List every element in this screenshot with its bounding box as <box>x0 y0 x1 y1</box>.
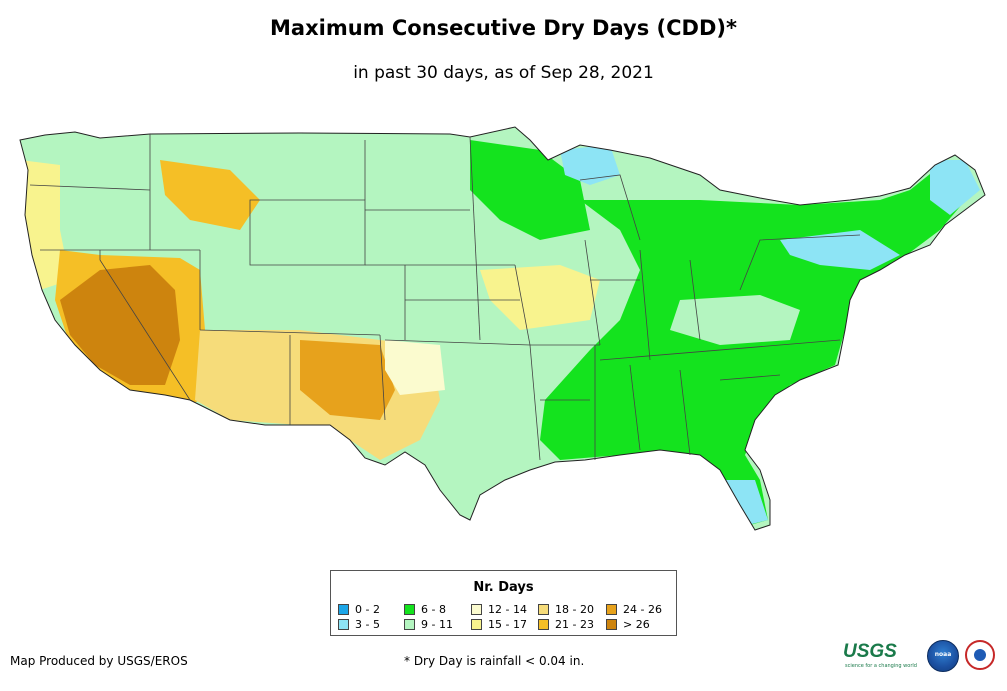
zone-florida <box>725 480 768 524</box>
nws-logo <box>965 640 995 670</box>
legend-item: 3 - 5 <box>338 618 380 632</box>
cdd-zones <box>20 127 985 530</box>
footnote: * Dry Day is rainfall < 0.04 in. <box>404 654 585 668</box>
legend-item: 6 - 8 <box>404 603 446 617</box>
usgs-tagline: science for a changing world <box>845 663 917 669</box>
legend-label: > 26 <box>623 618 650 631</box>
legend-swatch <box>338 604 349 615</box>
legend-item: 18 - 20 <box>538 603 594 617</box>
legend-item: 12 - 14 <box>471 603 527 617</box>
zone-tx-panhandle <box>385 340 445 395</box>
legend-swatch <box>538 619 549 630</box>
legend-title: Nr. Days <box>473 580 534 595</box>
legend-swatch <box>471 604 482 615</box>
legend-label: 12 - 14 <box>488 603 527 616</box>
agency-logos: USGS science for a changing world noaa <box>843 639 1003 675</box>
legend-item: 24 - 26 <box>606 603 662 617</box>
legend-swatch <box>606 604 617 615</box>
legend-label: 15 - 17 <box>488 618 527 631</box>
legend-item: 15 - 17 <box>471 618 527 632</box>
legend: Nr. Days 0 - 2 3 - 5 6 - 8 9 - 11 12 - 1… <box>330 570 677 636</box>
legend-label: 24 - 26 <box>623 603 662 616</box>
legend-swatch <box>538 604 549 615</box>
state-boundaries <box>19 126 986 531</box>
legend-label: 0 - 2 <box>355 603 380 616</box>
zone-northeast <box>780 230 900 270</box>
zone-maine <box>930 160 980 215</box>
zone-plains-yellow <box>480 265 600 330</box>
legend-label: 3 - 5 <box>355 618 380 631</box>
legend-label: 9 - 11 <box>421 618 453 631</box>
legend-swatch <box>404 619 415 630</box>
zone-nm <box>300 340 395 420</box>
legend-label: 6 - 8 <box>421 603 446 616</box>
noaa-logo-text: noaa <box>934 651 952 658</box>
zone-great-lakes <box>560 145 620 185</box>
legend-swatch <box>404 604 415 615</box>
noaa-logo: noaa <box>927 640 959 672</box>
us-cdd-map <box>19 126 986 531</box>
legend-label: 21 - 23 <box>555 618 594 631</box>
zone-upper-midwest <box>470 140 590 240</box>
legend-swatch <box>338 619 349 630</box>
legend-item: 0 - 2 <box>338 603 380 617</box>
legend-swatch <box>471 619 482 630</box>
map-subtitle: in past 30 days, as of Sep 28, 2021 <box>353 63 654 83</box>
zone-east-texas <box>450 400 540 495</box>
zone-ohio-valley <box>670 295 800 345</box>
map-title: Maximum Consecutive Dry Days (CDD)* <box>270 16 737 40</box>
legend-label: 18 - 20 <box>555 603 594 616</box>
zone-socal-nv <box>60 265 180 385</box>
zone-montana <box>160 160 260 230</box>
usgs-logo: USGS <box>843 641 897 662</box>
legend-swatch <box>606 619 617 630</box>
legend-item: 21 - 23 <box>538 618 594 632</box>
credit-text: Map Produced by USGS/EROS <box>10 654 188 668</box>
legend-item: > 26 <box>606 618 650 632</box>
legend-item: 9 - 11 <box>404 618 453 632</box>
